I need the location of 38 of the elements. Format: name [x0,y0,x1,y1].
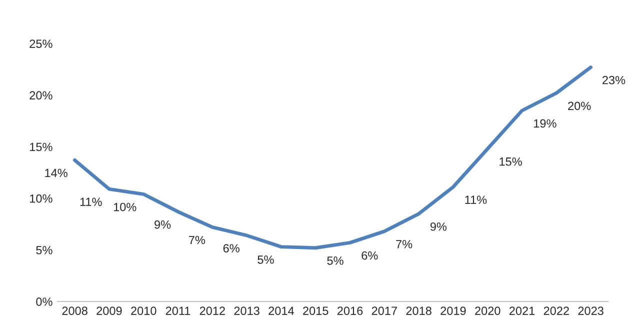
x-tick-label: 2018 [406,306,432,316]
y-tick-label: 10% [30,194,52,203]
x-tick-label: 2012 [200,306,225,316]
x-tick-label: 2019 [440,306,466,316]
x-tick-label: 2023 [578,306,604,316]
data-label: 9% [154,220,171,229]
x-tick-label: 2016 [337,306,363,316]
x-tick-label: 2021 [509,306,535,316]
y-tick-label: 5% [36,246,52,254]
y-tick-label: 0% [36,298,52,306]
data-label: 7% [189,236,206,244]
x-tick-label: 2010 [131,306,156,316]
data-label: 5% [258,256,274,264]
x-tick-label: 2013 [234,306,260,316]
x-tick-label: 2017 [372,306,397,316]
y-tick-label: 25% [30,40,52,48]
x-tick-label: 2020 [475,306,500,316]
data-label: 10% [114,202,136,212]
y-tick-label: 15% [30,142,52,152]
data-label: 14% [45,168,68,178]
data-label: 20% [568,102,591,110]
data-label: 9% [430,222,447,231]
data-label: 15% [500,157,522,166]
data-label: 6% [362,251,378,260]
x-tick-label: 2015 [303,306,328,316]
x-tick-label: 2011 [166,306,190,316]
x-tick-label: 2009 [96,306,122,316]
data-label: 11% [465,196,487,204]
data-label: 23% [602,76,626,84]
y-tick-label: 20% [30,91,52,100]
data-label: 5% [327,256,344,265]
data-label: 7% [396,240,412,248]
data-label: 19% [534,119,556,128]
x-tick-label: 2008 [62,306,88,316]
x-tick-label: 2022 [544,306,569,316]
x-tick-label: 2014 [268,306,294,316]
data-label: 6% [223,244,240,252]
data-label: 11% [80,198,102,206]
